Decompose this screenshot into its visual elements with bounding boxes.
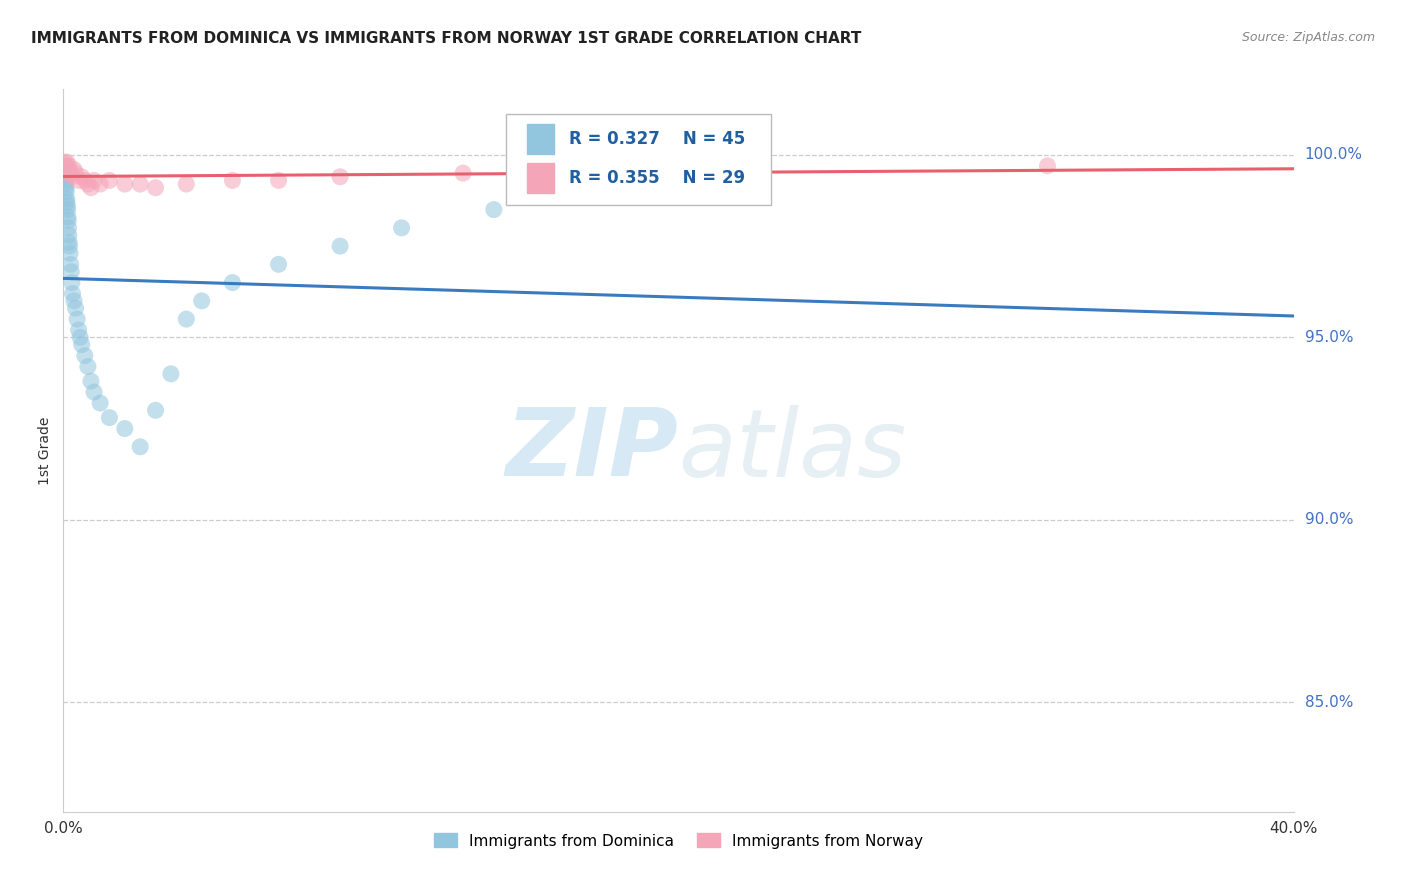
Point (53, 155, 76, 169)
Text: atlas: atlas (678, 405, 907, 496)
Point (55, 177, 77, 191)
Point (145, 403, 167, 417)
Point (53, 169, 76, 184)
Point (66, 312, 89, 326)
Point (76, 177, 98, 191)
Point (58, 166, 80, 180)
Bar (527, 124, 554, 154)
Point (89, 396, 111, 410)
Point (56, 210, 79, 224)
Point (59, 166, 82, 180)
Point (83, 385, 105, 400)
Point (70, 337, 93, 351)
Point (83, 173, 105, 187)
Point (114, 177, 136, 191)
Text: R = 0.355    N = 29: R = 0.355 N = 29 (569, 169, 745, 187)
Point (98, 173, 121, 187)
Point (70, 169, 93, 184)
Point (58, 228, 80, 243)
Point (56, 213, 79, 227)
Point (69, 330, 91, 344)
Point (114, 421, 136, 435)
Point (329, 169, 352, 184)
Point (174, 312, 197, 326)
Point (55, 159, 77, 173)
Bar (527, 163, 554, 194)
Point (76, 359, 98, 374)
Point (73, 173, 96, 187)
Point (58, 235, 80, 250)
Point (221, 173, 243, 187)
Point (63, 293, 86, 308)
Point (63, 162, 86, 177)
Point (67, 173, 90, 187)
Point (98, 410, 121, 425)
Legend: Immigrants from Dominica, Immigrants from Norway: Immigrants from Dominica, Immigrants fro… (427, 828, 929, 855)
Point (1036, 159, 1059, 173)
Point (391, 220, 413, 235)
Point (174, 177, 197, 191)
Point (55, 159, 77, 173)
Point (129, 177, 152, 191)
Text: 90.0%: 90.0% (1305, 512, 1353, 527)
Point (221, 276, 243, 290)
Point (56, 155, 79, 169)
Text: ZIP: ZIP (506, 404, 678, 497)
Point (58, 159, 80, 173)
Point (190, 293, 212, 308)
Point (55, 192, 77, 206)
Point (73, 349, 96, 363)
Point (56, 199, 79, 213)
Point (55, 180, 77, 194)
Text: 95.0%: 95.0% (1305, 330, 1353, 345)
Point (60, 276, 83, 290)
Point (267, 173, 290, 187)
Point (58, 239, 80, 253)
Point (56, 195, 79, 210)
Point (129, 440, 152, 454)
Point (267, 257, 290, 271)
Text: 85.0%: 85.0% (1305, 695, 1353, 710)
Point (67, 323, 90, 337)
Y-axis label: 1st Grade: 1st Grade (38, 417, 52, 484)
Point (62, 286, 84, 301)
Text: R = 0.327    N = 45: R = 0.327 N = 45 (569, 130, 745, 148)
Point (329, 239, 352, 253)
Point (160, 367, 183, 381)
Point (65, 301, 87, 315)
Point (697, 162, 720, 177)
Point (80, 180, 103, 194)
Point (59, 246, 82, 260)
Point (53, 166, 76, 180)
Point (65, 166, 87, 180)
Point (145, 180, 167, 194)
Point (55, 185, 77, 199)
Text: 100.0%: 100.0% (1305, 147, 1362, 162)
Text: Source: ZipAtlas.com: Source: ZipAtlas.com (1241, 31, 1375, 45)
Text: IMMIGRANTS FROM DOMINICA VS IMMIGRANTS FROM NORWAY 1ST GRADE CORRELATION CHART: IMMIGRANTS FROM DOMINICA VS IMMIGRANTS F… (31, 31, 862, 46)
Point (60, 265, 83, 279)
Point (53, 162, 76, 177)
Point (451, 166, 474, 180)
Point (56, 202, 79, 217)
Point (482, 202, 505, 217)
Point (89, 177, 111, 191)
Point (55, 173, 77, 187)
Point (80, 374, 103, 388)
Point (62, 169, 84, 184)
Point (59, 257, 82, 271)
Point (56, 162, 79, 177)
Point (58, 220, 80, 235)
FancyBboxPatch shape (506, 114, 770, 205)
